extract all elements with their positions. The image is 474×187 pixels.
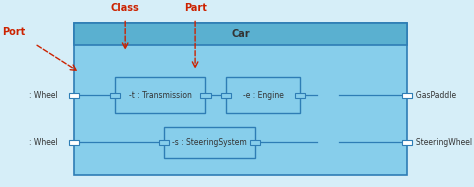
Text: -e : Engine: -e : Engine xyxy=(243,91,283,100)
Text: Class: Class xyxy=(111,3,139,13)
Bar xyxy=(200,93,210,97)
Bar xyxy=(69,140,79,145)
Text: : SteeringWheel: : SteeringWheel xyxy=(411,138,472,147)
Bar xyxy=(69,93,79,97)
Text: : Wheel: : Wheel xyxy=(28,91,57,100)
Bar xyxy=(221,93,231,97)
Text: Part: Part xyxy=(183,3,207,13)
Bar xyxy=(74,23,407,175)
Text: Port: Port xyxy=(2,27,26,37)
Bar xyxy=(402,140,412,145)
Text: -s : SteeringSystem: -s : SteeringSystem xyxy=(172,138,247,147)
Bar xyxy=(159,140,169,145)
Text: Car: Car xyxy=(231,29,250,39)
Bar xyxy=(115,77,205,113)
Bar xyxy=(164,127,255,158)
Bar xyxy=(74,23,407,45)
Bar xyxy=(250,140,260,145)
Text: : Wheel: : Wheel xyxy=(28,138,57,147)
Bar xyxy=(295,93,305,97)
Bar xyxy=(402,93,412,97)
Text: : GasPaddle: : GasPaddle xyxy=(411,91,456,100)
Text: -t : Transmission: -t : Transmission xyxy=(129,91,191,100)
Bar xyxy=(226,77,300,113)
Bar xyxy=(110,93,120,97)
